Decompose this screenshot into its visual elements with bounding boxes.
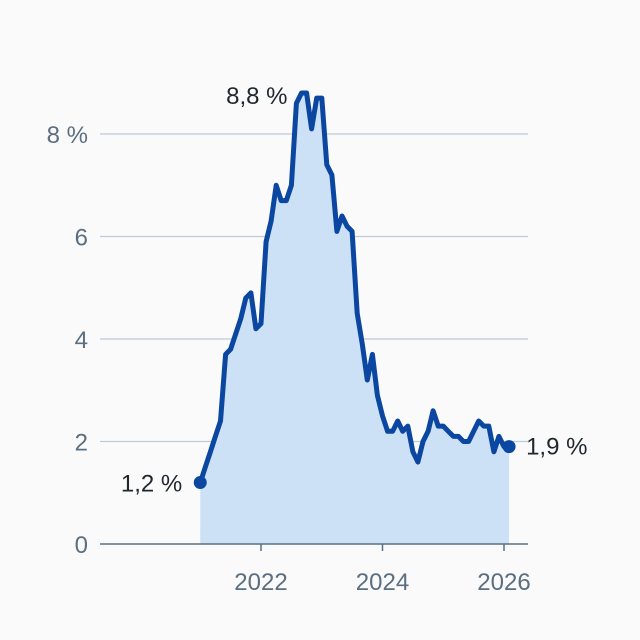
x-tick-label: 2022 xyxy=(234,569,287,596)
end-point xyxy=(502,440,516,454)
y-tick-label: 2 xyxy=(75,430,88,457)
x-tick-label: 2026 xyxy=(477,569,530,596)
start-label: 1,2 % xyxy=(121,471,182,498)
series-line xyxy=(197,90,512,485)
x-tick-label: 2024 xyxy=(356,569,409,596)
start-point xyxy=(193,476,207,489)
y-tick-label: 0 xyxy=(75,532,88,559)
y-tick-label: 8 % xyxy=(47,122,88,149)
y-tick-label: 6 xyxy=(75,225,88,252)
area-fill xyxy=(200,93,510,544)
end-label: 1,9 % xyxy=(526,434,587,461)
y-tick-label: 4 xyxy=(75,327,88,354)
peak-label: 8,8 % xyxy=(226,83,287,110)
